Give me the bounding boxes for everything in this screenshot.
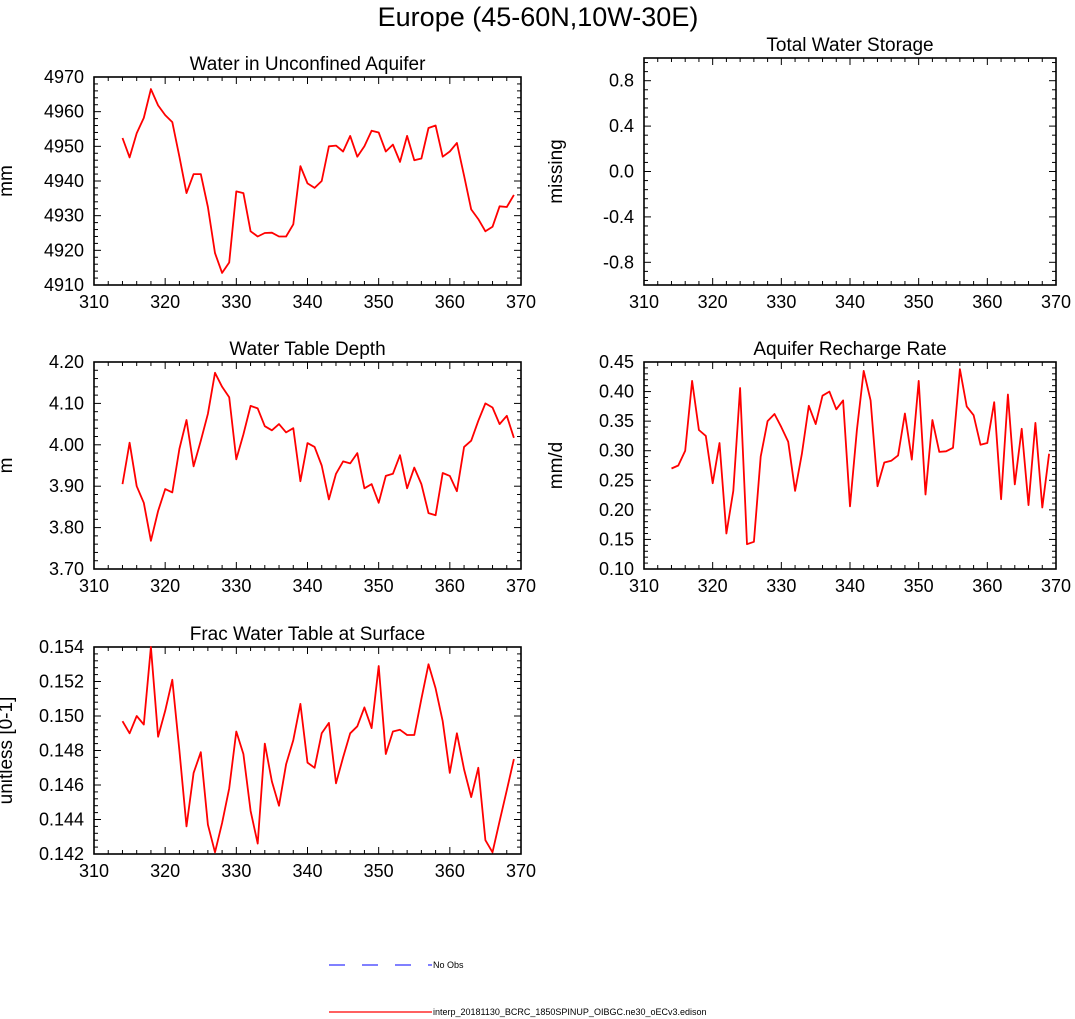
panel-3: Water Table Depth m 310 320 330 340 350 360 370 3…	[0, 339, 536, 596]
x-tick-label: 320	[698, 576, 728, 596]
panel-4: Aquifer Recharge Rate mm/d 310 320 330 340 350…	[546, 339, 1071, 596]
x-tick-label: 320	[150, 576, 180, 596]
y-tick-label: 3.90	[49, 476, 84, 496]
y-tick-label: 0.20	[599, 500, 634, 520]
y-tick-label: 0.8	[609, 71, 634, 91]
y-tick-label: 0.144	[39, 810, 84, 830]
y-tick-label: 0.15	[599, 529, 634, 549]
y-tick-label: 4910	[44, 275, 84, 295]
plot-frame	[93, 646, 522, 855]
x-tick-label: 340	[835, 576, 865, 596]
plot-frame	[643, 57, 1057, 286]
figure-title: Europe (45-60N,10W-30E)	[378, 2, 699, 32]
y-axis-label: mm/d	[546, 442, 567, 490]
y-tick-label: 0.154	[39, 637, 84, 657]
y-tick-label: 0.35	[599, 411, 634, 431]
y-tick-label: 0.146	[39, 775, 84, 795]
x-tick-label: 370	[1041, 576, 1071, 596]
y-tick-label: 0.40	[599, 382, 634, 402]
y-tick-label: -0.8	[603, 252, 634, 272]
x-tick-label: 350	[904, 292, 934, 312]
y-tick-label: 4.20	[49, 352, 84, 372]
y-tick-label: -0.4	[603, 207, 634, 227]
y-tick-label: 0.45	[599, 352, 634, 372]
x-tick-label: 330	[221, 576, 251, 596]
series-line-model	[671, 368, 1050, 546]
panel-title: Frac Water Table at Surface	[190, 624, 426, 645]
y-axis-label: unitless [0-1]	[0, 697, 17, 805]
y-tick-label: 0.25	[599, 470, 634, 490]
x-tick-label: 310	[79, 576, 109, 596]
y-tick-label: 0.152	[39, 672, 84, 692]
x-tick-label: 360	[972, 292, 1002, 312]
x-tick-label: 360	[435, 576, 465, 596]
x-tick-label: 310	[629, 292, 659, 312]
panel-title: Water Table Depth	[229, 339, 385, 360]
x-tick-label: 340	[835, 292, 865, 312]
panel-title: Total Water Storage	[766, 35, 933, 56]
y-tick-label: 4.00	[49, 435, 84, 455]
y-tick-label: 0.10	[599, 559, 634, 579]
x-tick-label: 350	[364, 292, 394, 312]
x-tick-label: 360	[972, 576, 1002, 596]
x-tick-label: 370	[506, 292, 536, 312]
y-axis-label: mm	[0, 165, 17, 197]
x-tick-label: 320	[698, 292, 728, 312]
x-tick-label: 330	[221, 292, 251, 312]
x-tick-label: 330	[221, 861, 251, 881]
x-tick-label: 340	[292, 576, 322, 596]
y-tick-label: 0.148	[39, 741, 84, 761]
x-tick-label: 360	[435, 292, 465, 312]
plot-frame	[93, 76, 522, 286]
y-tick-label: 4940	[44, 171, 84, 191]
series-line-model	[121, 371, 515, 542]
plot-frame	[93, 361, 522, 570]
panels: Water in Unconfined Aquifer mm 310 320 330 34…	[0, 35, 1071, 881]
x-tick-label: 350	[364, 861, 394, 881]
series-line-model	[121, 88, 515, 274]
y-tick-label: 0.4	[609, 116, 634, 136]
panel-2: Total Water Storage missing 310 320 330 340 35…	[546, 35, 1071, 312]
plot-frame	[643, 361, 1057, 570]
x-tick-label: 370	[506, 576, 536, 596]
y-tick-label: 3.80	[49, 518, 84, 538]
x-tick-label: 330	[766, 576, 796, 596]
y-tick-label: 4970	[44, 67, 84, 87]
y-tick-label: 0.142	[39, 844, 84, 864]
legend: No Obs interp_20181130_BCRC_1850SPINUP_O…	[329, 960, 707, 1017]
panel-1: Water in Unconfined Aquifer mm 310 320 330 34…	[0, 54, 536, 312]
x-tick-label: 370	[506, 861, 536, 881]
x-tick-label: 360	[435, 861, 465, 881]
x-tick-label: 320	[150, 861, 180, 881]
y-axis-label: missing	[546, 139, 567, 203]
y-tick-label: 0.150	[39, 706, 84, 726]
y-tick-label: 0.30	[599, 441, 634, 461]
y-tick-label: 3.70	[49, 559, 84, 579]
x-tick-label: 310	[79, 861, 109, 881]
y-tick-label: 4.10	[49, 393, 84, 413]
y-axis-label: m	[0, 458, 17, 474]
x-tick-label: 320	[150, 292, 180, 312]
y-tick-label: 4950	[44, 136, 84, 156]
x-tick-label: 340	[292, 861, 322, 881]
x-tick-label: 350	[364, 576, 394, 596]
panel-title: Water in Unconfined Aquifer	[190, 54, 427, 75]
y-tick-label: 4920	[44, 240, 84, 260]
legend-label-model: interp_20181130_BCRC_1850SPINUP_OIBGC.ne…	[433, 1007, 707, 1017]
x-tick-label: 310	[79, 292, 109, 312]
panel-5: Frac Water Table at Surface unitless [0-1…	[0, 624, 536, 881]
series-line-model	[121, 646, 515, 854]
legend-label-no-obs: No Obs	[433, 960, 464, 970]
x-tick-label: 310	[629, 576, 659, 596]
x-tick-label: 370	[1041, 292, 1071, 312]
y-tick-label: 4960	[44, 102, 84, 122]
panel-title: Aquifer Recharge Rate	[753, 339, 946, 360]
y-tick-label: 0.0	[609, 162, 634, 182]
x-tick-label: 340	[292, 292, 322, 312]
x-tick-label: 330	[766, 292, 796, 312]
x-tick-label: 350	[904, 576, 934, 596]
y-tick-label: 4930	[44, 206, 84, 226]
